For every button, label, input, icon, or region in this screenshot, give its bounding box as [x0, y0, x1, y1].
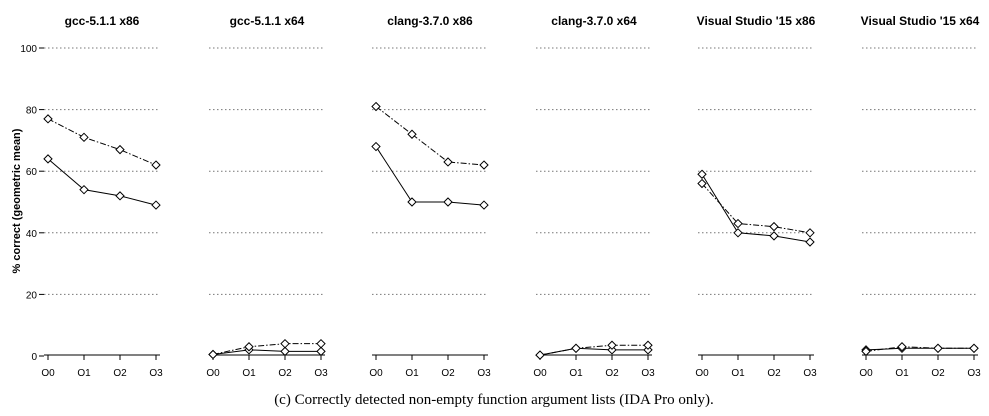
data-point-marker [479, 200, 489, 210]
data-point-marker [697, 169, 707, 179]
y-tick-label: 20 [26, 290, 38, 301]
series-line-dashdot [47, 118, 157, 166]
data-point-marker [151, 200, 161, 210]
panel: clang-3.7.0 x64 O0 O1 O2 O3 [533, 14, 655, 379]
data-point-marker [407, 129, 417, 139]
x-tick-label: O2 [931, 368, 945, 379]
y-axis-ticks: 0 20 40 60 80 100 [20, 44, 44, 363]
x-tick-label: O2 [113, 368, 127, 379]
series-line-dashdot [212, 343, 321, 355]
data-point-marker [371, 141, 381, 152]
data-point-marker [151, 160, 161, 170]
y-tick-label: 0 [31, 352, 37, 363]
x-tick-label: O1 [77, 368, 91, 379]
panel: gcc-5.1.1 x64 O0 O1 O2 O3 [206, 14, 328, 379]
x-tick-label: O1 [569, 368, 583, 379]
x-tick-label: O0 [533, 368, 547, 379]
data-point-marker [571, 343, 581, 354]
x-tick-label: O2 [605, 368, 619, 379]
data-point-marker [407, 197, 417, 207]
data-point-marker [697, 178, 707, 189]
series-line-dashdot [701, 183, 811, 234]
x-tick-label: O2 [767, 368, 781, 379]
x-tick-label: O3 [641, 368, 655, 379]
data-point-marker [643, 340, 653, 350]
data-point-marker [115, 191, 125, 201]
x-tick-label: O1 [405, 368, 419, 379]
series-line-solid [539, 347, 648, 356]
series-line-dashdot [539, 344, 648, 356]
series-line-solid [701, 174, 811, 243]
data-point-marker [443, 197, 453, 207]
y-tick-label: 80 [26, 106, 38, 117]
y-tick-label: 100 [20, 44, 37, 55]
x-tick-label: O0 [41, 368, 55, 379]
x-tick-label: O3 [477, 368, 491, 379]
data-point-marker [79, 132, 89, 143]
data-point-marker [280, 338, 290, 349]
x-tick-label: O3 [967, 368, 981, 379]
figure-caption: (c) Correctly detected non-empty functio… [274, 392, 714, 408]
data-point-marker [805, 228, 815, 238]
data-point-marker [43, 154, 53, 164]
series-line-dashdot [865, 346, 974, 352]
data-point-marker [479, 160, 489, 170]
data-point-marker [43, 114, 53, 124]
data-point-marker [208, 349, 218, 360]
panel: clang-3.7.0 x86 O0 O1 O2 O3 [369, 14, 491, 379]
data-point-marker [733, 228, 743, 238]
panel: gcc-5.1.1 x86 O0 O1 O2 O3 [41, 14, 163, 379]
series-line-solid [212, 349, 321, 355]
panel: Visual Studio '15 x64 O0 O1 O2 O3 [859, 14, 981, 379]
x-tick-label: O1 [731, 368, 745, 379]
x-tick-label: O0 [695, 368, 709, 379]
data-point-marker [805, 237, 815, 247]
panel-title: gcc-5.1.1 x86 [65, 14, 140, 28]
data-point-marker [933, 343, 943, 354]
data-point-marker [79, 184, 89, 195]
series-line-solid [375, 146, 485, 206]
panel-title: Visual Studio '15 x64 [861, 14, 980, 28]
data-point-marker [733, 218, 743, 229]
y-axis-label: % correct (geometric mean) [11, 128, 23, 273]
data-point-marker [316, 346, 326, 357]
panel-title: clang-3.7.0 x64 [551, 14, 637, 28]
data-point-marker [244, 342, 254, 352]
x-tick-label: O3 [149, 368, 163, 379]
y-axis-label-group: % correct (geometric mean) [11, 128, 23, 273]
series-line-solid [865, 347, 974, 351]
x-tick-label: O2 [441, 368, 455, 379]
x-tick-label: O0 [859, 368, 873, 379]
data-point-marker [316, 338, 326, 349]
chart-panels: gcc-5.1.1 x86 O0 O1 O2 O3 gcc-5.1.1 x64 O0 O1 O2… [41, 14, 981, 379]
data-point-marker [280, 346, 290, 357]
data-point-marker [897, 342, 907, 352]
x-tick-label: O1 [895, 368, 909, 379]
y-tick-label: 40 [26, 229, 38, 240]
panel: Visual Studio '15 x86 O0 O1 O2 O3 [695, 14, 817, 379]
series-line-dashdot [375, 106, 485, 166]
data-point-marker [769, 221, 779, 232]
panel-title: Visual Studio '15 x86 [697, 14, 816, 28]
data-point-marker [371, 101, 381, 112]
x-tick-label: O0 [206, 368, 220, 379]
x-tick-label: O1 [242, 368, 256, 379]
x-tick-label: O3 [314, 368, 328, 379]
data-point-marker [115, 144, 125, 155]
data-point-marker [535, 350, 545, 360]
x-tick-label: O2 [278, 368, 292, 379]
x-tick-label: O3 [803, 368, 817, 379]
data-point-marker [861, 346, 871, 357]
data-point-marker [969, 343, 979, 354]
data-point-marker [769, 231, 779, 241]
series-line-solid [47, 158, 157, 206]
data-point-marker [607, 340, 617, 350]
data-point-marker [443, 157, 453, 167]
x-tick-label: O0 [369, 368, 383, 379]
panel-title: gcc-5.1.1 x64 [230, 14, 305, 28]
y-tick-label: 60 [26, 167, 38, 178]
panel-title: clang-3.7.0 x86 [387, 14, 473, 28]
